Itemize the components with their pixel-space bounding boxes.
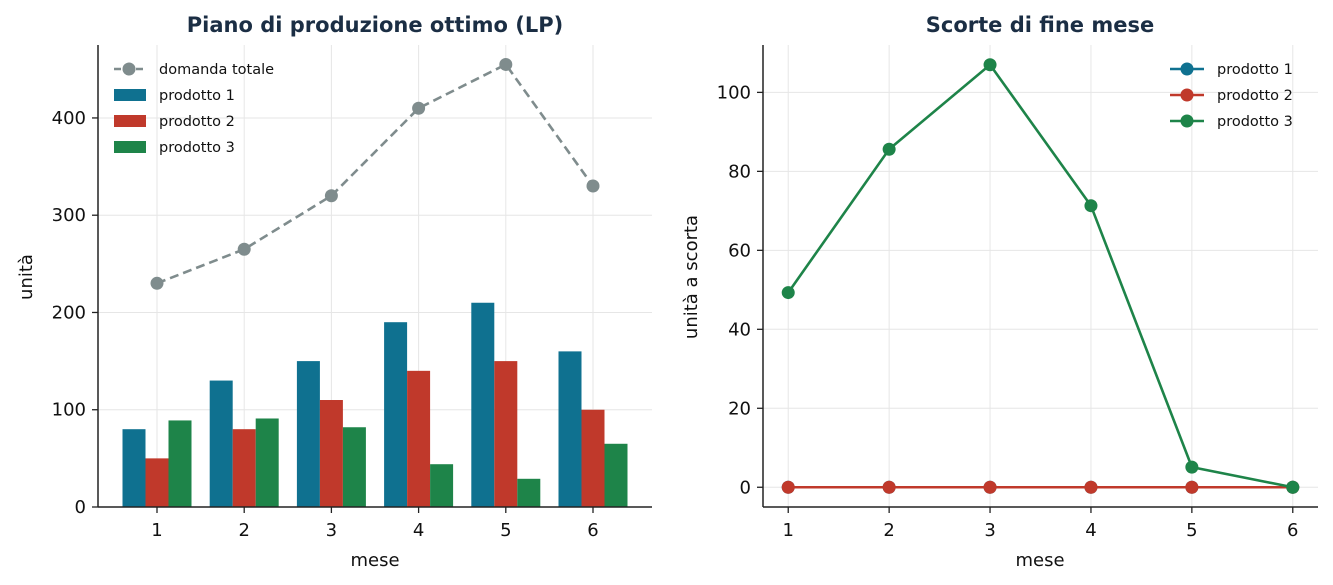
chart2-x-tick-label: 4	[1085, 520, 1096, 541]
chart1-demand-point	[499, 57, 513, 71]
chart2-point-prodotto-3	[983, 58, 997, 72]
chart2-point-prodotto-2	[1084, 480, 1098, 494]
chart1-bar-prodotto-2	[581, 409, 605, 507]
chart1-demand-point	[150, 276, 164, 290]
chart1-bar-prodotto-3	[342, 427, 366, 507]
chart2-point-prodotto-2	[882, 480, 896, 494]
chart1-x-tick-label: 4	[413, 520, 424, 541]
chart2-y-tick-label: 80	[728, 161, 751, 182]
chart1-legend-label: prodotto 2	[159, 114, 235, 130]
chart1-bar-prodotto-2	[232, 429, 256, 507]
chart1-bar-prodotto-1	[122, 429, 146, 507]
chart1-y-tick-label: 300	[52, 205, 86, 226]
chart1-bar-prodotto-1	[384, 322, 408, 507]
chart2-legend-marker	[1180, 62, 1194, 76]
chart1-bar-prodotto-2	[319, 400, 343, 507]
chart2-x-ticks: 1 2 3 4 5 6	[783, 507, 1298, 541]
chart2-point-prodotto-2	[983, 480, 997, 494]
chart1-demand-polyline	[156, 62, 595, 285]
chart1-bar-prodotto-1	[209, 380, 233, 507]
chart2-y-tick-label: 100	[717, 82, 751, 103]
chart2-y-label: unità a scorta	[681, 215, 702, 339]
chart1-legend-swatch	[114, 89, 146, 101]
chart1-bar-prodotto-1	[471, 302, 495, 507]
chart2-y-tick-label: 20	[728, 398, 751, 419]
chart2-title: Scorte di fine mese	[926, 13, 1154, 37]
chart1-legend: domanda totale prodotto 1 prodotto 2 prodot…	[114, 62, 274, 156]
chart1-legend-label: prodotto 3	[159, 140, 235, 156]
chart1-bar-prodotto-3	[517, 478, 541, 507]
production-plan-chart: Piano di produzione ottimo (LP) 0 100 200 3…	[16, 13, 652, 571]
chart2-legend-marker	[1180, 88, 1194, 102]
chart2-lines	[781, 58, 1300, 494]
chart1-title: Piano di produzione ottimo (LP)	[187, 13, 563, 37]
chart1-bar-prodotto-3	[604, 443, 628, 507]
chart1-demand-point	[324, 189, 338, 203]
chart2-line-prodotto-3	[787, 62, 1294, 489]
chart1-demand-point	[412, 101, 426, 115]
chart2-legend: prodotto 1 prodotto 2 prodotto 3	[1170, 62, 1293, 130]
chart1-demand-point	[237, 242, 251, 256]
chart2-y-tick-label: 60	[728, 240, 751, 261]
chart2-legend-marker	[1180, 114, 1194, 128]
chart1-x-tick-label: 2	[238, 520, 249, 541]
chart1-x-ticks: 1 2 3 4 5 6	[151, 507, 599, 541]
chart1-legend-marker	[122, 62, 136, 76]
chart2-x-tick-label: 5	[1186, 520, 1197, 541]
chart1-x-tick-label: 5	[500, 520, 511, 541]
chart1-y-tick-label: 400	[52, 108, 86, 129]
chart2-point-prodotto-3	[781, 286, 795, 300]
chart2-x-tick-label: 6	[1287, 520, 1298, 541]
chart2-point-prodotto-3	[1286, 480, 1300, 494]
chart1-y-tick-label: 0	[75, 497, 86, 518]
chart2-point-prodotto-3	[882, 142, 896, 156]
chart1-y-ticks: 0 100 200 300 400	[52, 108, 98, 518]
chart2-point-prodotto-2	[781, 480, 795, 494]
chart1-legend-swatch	[114, 115, 146, 127]
chart1-legend-label: prodotto 1	[159, 88, 235, 104]
chart1-demand-point	[586, 179, 600, 193]
chart2-y-tick-label: 0	[740, 477, 751, 498]
chart1-legend-swatch	[114, 141, 146, 153]
chart2-x-label: mese	[1015, 550, 1064, 571]
chart1-bar-prodotto-2	[407, 370, 431, 507]
chart2-legend-label: prodotto 2	[1217, 88, 1293, 104]
chart2-y-ticks: 0 20 40 60 80 100	[717, 82, 763, 498]
chart1-bar-prodotto-3	[168, 420, 192, 507]
chart1-demand-line	[150, 57, 600, 290]
chart1-y-tick-label: 100	[52, 400, 86, 421]
chart2-legend-label: prodotto 1	[1217, 62, 1293, 78]
chart2-point-prodotto-3	[1185, 460, 1199, 474]
chart1-bar-prodotto-2	[494, 361, 518, 507]
chart1-bar-prodotto-2	[145, 458, 169, 507]
chart1-bar-prodotto-3	[430, 464, 454, 507]
chart1-bar-prodotto-1	[296, 361, 320, 507]
chart2-legend-label: prodotto 3	[1217, 114, 1293, 130]
chart2-x-tick-label: 3	[984, 520, 995, 541]
chart2-point-prodotto-3	[1084, 199, 1098, 213]
chart1-bars	[122, 302, 628, 507]
chart2-y-tick-label: 40	[728, 319, 751, 340]
chart1-x-label: mese	[350, 550, 399, 571]
chart1-x-tick-label: 3	[326, 520, 337, 541]
chart2-x-tick-label: 1	[783, 520, 794, 541]
chart1-bar-prodotto-1	[558, 351, 582, 507]
chart1-y-tick-label: 200	[52, 302, 86, 323]
chart1-x-tick-label: 6	[587, 520, 598, 541]
chart1-bar-prodotto-3	[255, 418, 279, 507]
chart1-x-tick-label: 1	[151, 520, 162, 541]
chart1-legend-label: domanda totale	[159, 62, 274, 78]
chart2-point-prodotto-2	[1185, 480, 1199, 494]
chart1-y-label: unità	[16, 254, 37, 300]
chart2-x-tick-label: 2	[883, 520, 894, 541]
